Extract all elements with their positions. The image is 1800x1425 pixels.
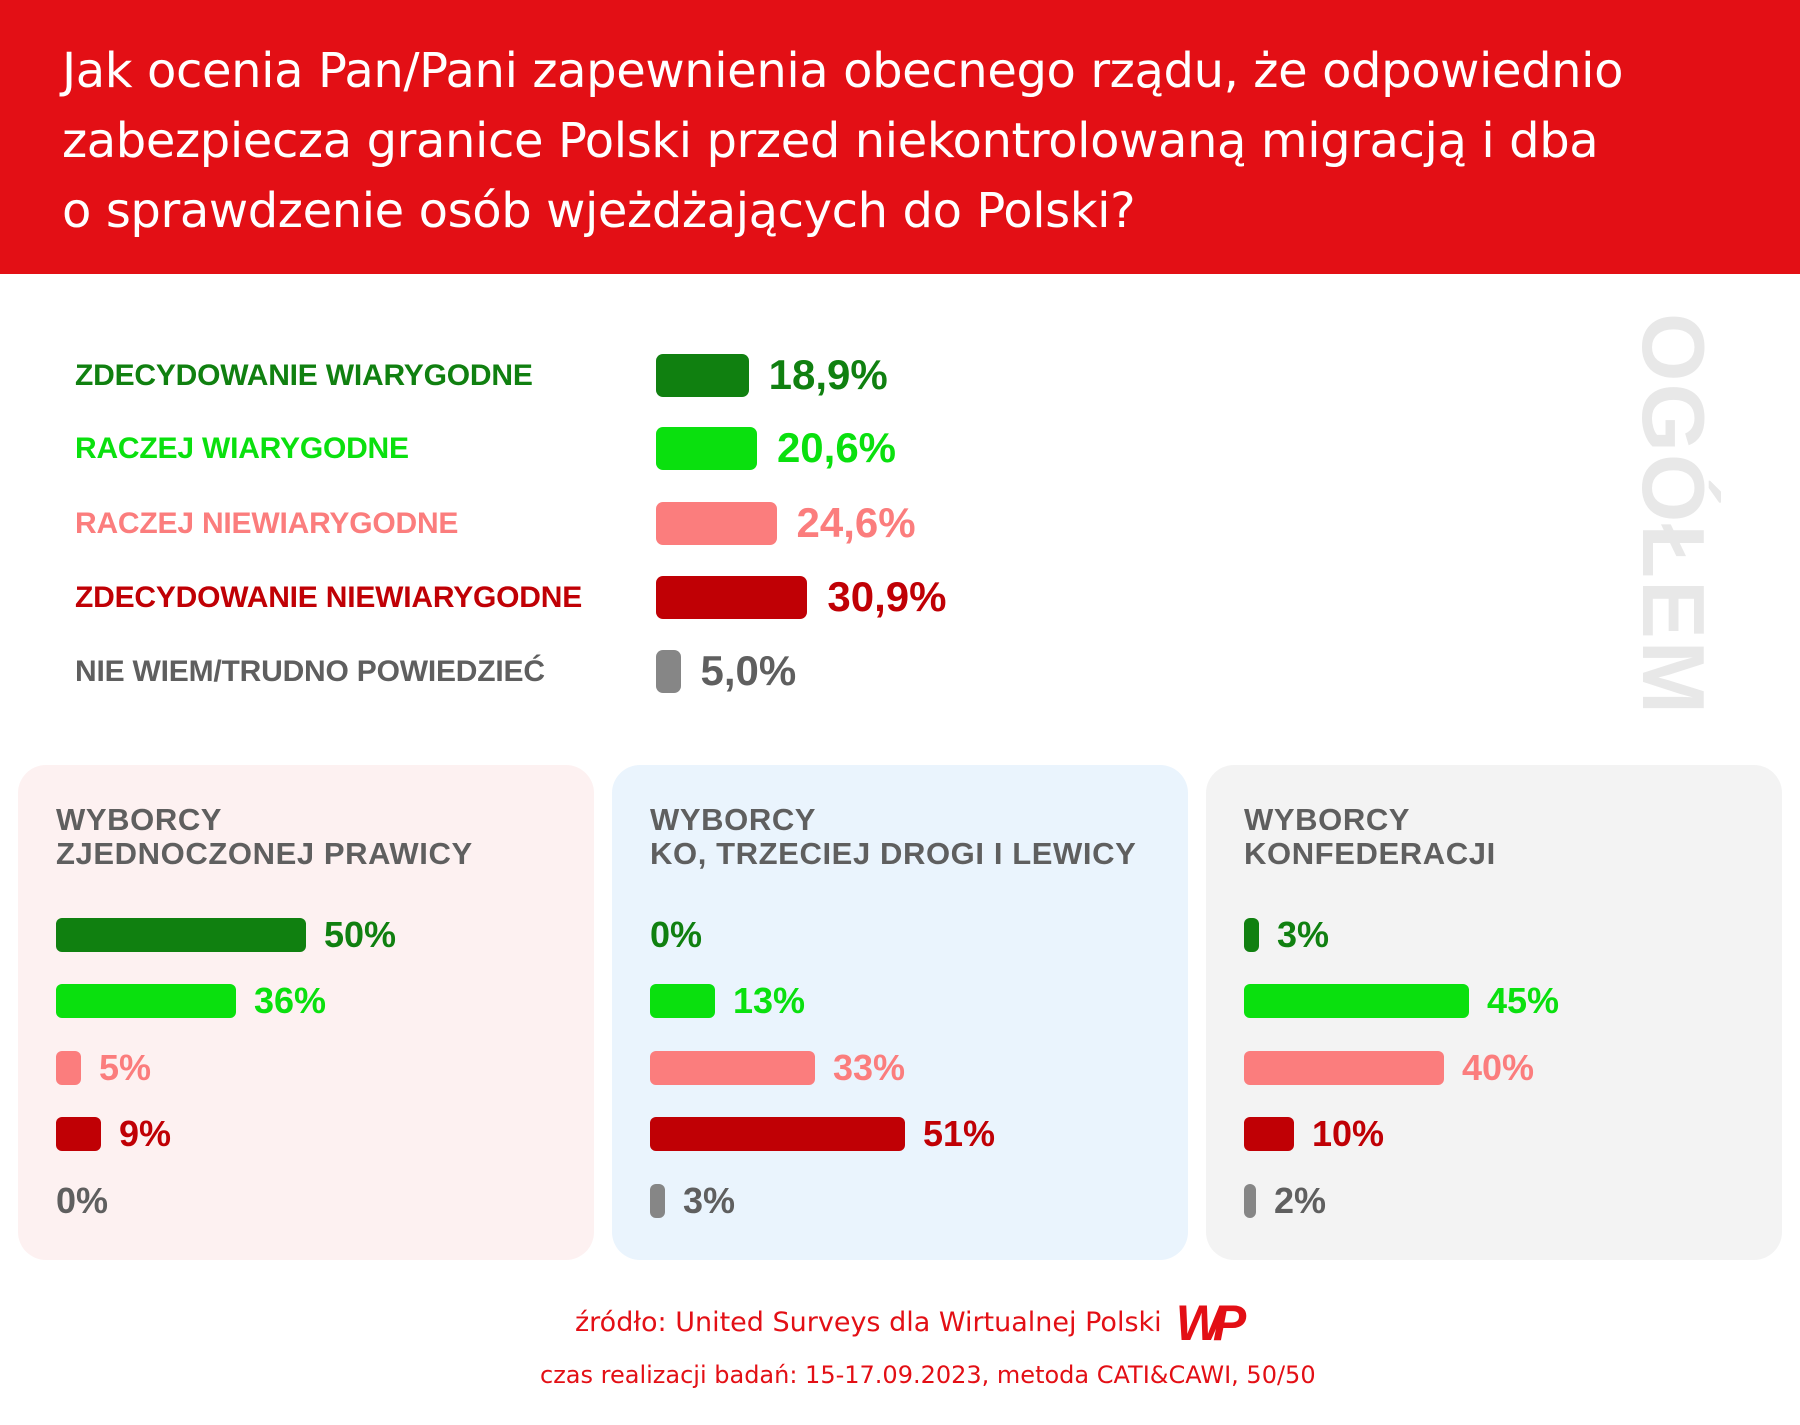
panel-value-label: 0% <box>56 1180 109 1221</box>
panel-title: WYBORCY ZJEDNOCZONEJ PRAWICY <box>56 803 473 871</box>
panel-value-label: 45% <box>1487 980 1560 1021</box>
panel-bar-rather-not-credible <box>56 1051 81 1085</box>
panel-title: WYBORCY KO, TRZECIEJ DROGI I LEWICY <box>650 803 1136 871</box>
overall-category-label: NIE WIEM/TRUDNO POWIEDZIEĆ <box>75 655 545 688</box>
overall-bar-rather-not-credible <box>656 502 777 545</box>
panel-value-label: 40% <box>1462 1047 1535 1088</box>
overall-side-label: OGÓŁEM <box>1624 313 1723 717</box>
panel-bar-dont-know <box>1244 1184 1256 1218</box>
panel-title: WYBORCY KONFEDERACJI <box>1244 803 1496 871</box>
panel-value-label: 9% <box>119 1113 172 1154</box>
header-banner: Jak ocenia Pan/Pani zapewnienia obecnego… <box>0 0 1800 274</box>
panel-bar-strongly-not-credible <box>650 1117 905 1151</box>
panel-value-label: 0% <box>650 914 703 955</box>
footer-source: źródło: United Surveys dla Wirtualnej Po… <box>575 1307 1162 1338</box>
panel-title-line: KO, TRZECIEJ DROGI I LEWICY <box>650 836 1137 871</box>
overall-bar-strongly-not-credible <box>656 576 808 619</box>
question-title: Jak ocenia Pan/Pani zapewnienia obecnego… <box>62 36 1762 246</box>
overall-category-label: RACZEJ NIEWIARYGODNE <box>75 507 459 540</box>
overall-chart: ZDECYDOWANIE WIARYGODNE 18,9% RACZEJ WIARY… <box>0 300 1800 720</box>
panel-value-label: 2% <box>1274 1180 1327 1221</box>
panel-value-label: 10% <box>1312 1113 1385 1154</box>
panel-title-line: KONFEDERACJI <box>1244 836 1496 871</box>
panel-title-line: ZJEDNOCZONEJ PRAWICY <box>56 836 473 871</box>
panel-bar-strongly-not-credible <box>56 1117 101 1151</box>
panel-value-label: 13% <box>733 980 806 1021</box>
panel-title-line: WYBORCY <box>650 802 817 837</box>
overall-bar-strongly-credible <box>656 354 749 397</box>
panel-zjednoczona-prawica: WYBORCY ZJEDNOCZONEJ PRAWICY 50% 36% 5% 9% 0… <box>18 765 594 1260</box>
panel-bar-strongly-credible <box>56 918 306 952</box>
overall-value-label: 30,9% <box>827 573 947 620</box>
overall-value-label: 5,0% <box>700 647 797 694</box>
panel-konfederacja: WYBORCY KONFEDERACJI 3% 45% 40% 10% 2% <box>1206 765 1782 1260</box>
panel-value-label: 51% <box>923 1113 996 1154</box>
wp-logo-text: WP <box>1175 1295 1247 1351</box>
panel-value-label: 50% <box>324 914 397 955</box>
panel-value-label: 3% <box>1277 914 1330 955</box>
panel-title-line: WYBORCY <box>1244 802 1411 837</box>
panel-bar-rather-credible <box>650 984 715 1018</box>
overall-bar-rather-credible <box>656 427 757 470</box>
panel-title-line: WYBORCY <box>56 802 223 837</box>
question-line: Jak ocenia Pan/Pani zapewnienia obecnego… <box>62 43 1624 99</box>
panel-bar-strongly-credible <box>1244 918 1259 952</box>
panel-ko-trzecia-droga-lewica: WYBORCY KO, TRZECIEJ DROGI I LEWICY 0% 13… <box>612 765 1188 1260</box>
overall-value-label: 18,9% <box>768 351 888 398</box>
overall-category-label: ZDECYDOWANIE WIARYGODNE <box>75 359 533 392</box>
panel-bar-rather-not-credible <box>650 1051 815 1085</box>
panel-value-label: 3% <box>683 1180 736 1221</box>
overall-bar-dont-know <box>656 650 681 693</box>
panel-value-label: 36% <box>254 980 327 1021</box>
overall-category-label: ZDECYDOWANIE NIEWIARYGODNE <box>75 581 583 614</box>
overall-value-label: 24,6% <box>796 499 916 546</box>
overall-category-label: RACZEJ WIARYGODNE <box>75 432 409 465</box>
panel-bar-rather-credible <box>56 984 236 1018</box>
panel-value-label: 5% <box>99 1047 152 1088</box>
panel-value-label: 33% <box>833 1047 906 1088</box>
panel-bar-rather-credible <box>1244 984 1469 1018</box>
overall-value-label: 20,6% <box>776 424 897 471</box>
question-line: zabezpiecza granice Polski przed niekont… <box>62 113 1599 169</box>
panel-bar-dont-know <box>650 1184 665 1218</box>
question-line: o sprawdzenie osób wjeżdżających do Pols… <box>62 183 1136 239</box>
panel-bar-strongly-not-credible <box>1244 1117 1294 1151</box>
wp-logo: WP <box>1164 1296 1248 1350</box>
panel-bar-rather-not-credible <box>1244 1051 1444 1085</box>
footer-method: czas realizacji badań: 15-17.09.2023, me… <box>540 1361 1316 1389</box>
